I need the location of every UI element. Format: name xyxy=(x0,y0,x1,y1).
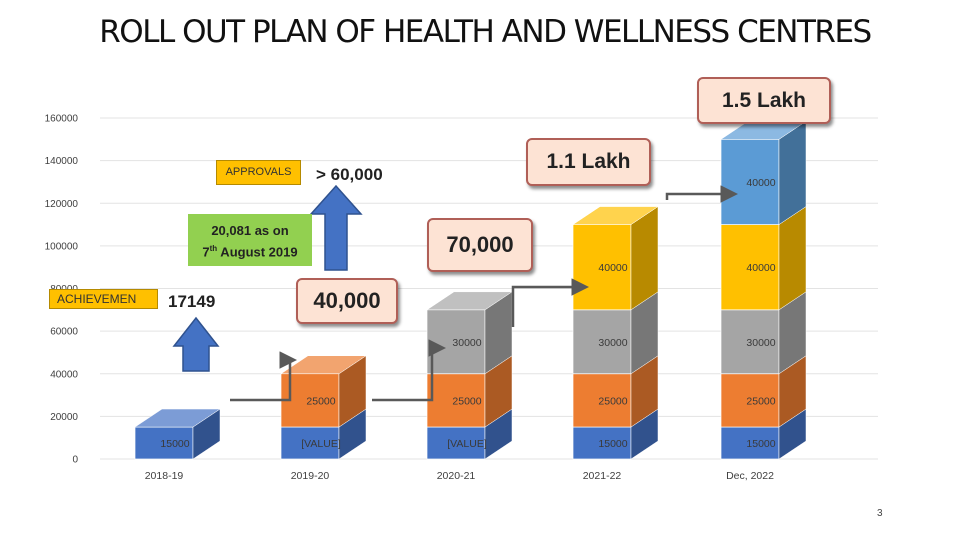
bar-stack-3: 15000 25000 30000 40000 xyxy=(572,206,659,460)
data-label: 25000 xyxy=(598,395,627,407)
slide-title: ROLL OUT PLAN OF HEALTH AND WELLNESS CEN… xyxy=(99,14,872,50)
data-label: 15000 xyxy=(598,438,627,450)
y-tick-label: 120000 xyxy=(45,199,79,210)
y-tick-label: 40000 xyxy=(50,369,78,380)
achievement-tag: ACHIEVEMEN xyxy=(49,289,158,309)
bar-segment xyxy=(720,309,780,375)
approvals-tag: APPROVALS xyxy=(216,160,301,185)
achievement-note-line1: 20,081 as on xyxy=(211,223,289,238)
x-category-label: 2021-22 xyxy=(583,470,622,482)
bar-stack-0: 15000 xyxy=(134,408,221,460)
data-label: 40000 xyxy=(746,262,775,274)
page-number: 3 xyxy=(877,508,883,519)
connector-arrow-2019-20 xyxy=(230,351,297,402)
x-category-label: 2019-20 xyxy=(291,470,330,482)
connector-arrow-2020-21 xyxy=(372,339,446,402)
y-tick-label: 60000 xyxy=(50,327,78,338)
bar-segment xyxy=(280,426,340,460)
bar-top-face xyxy=(572,206,659,225)
x-category-label: 2018-19 xyxy=(145,470,184,482)
approvals-value: > 60,000 xyxy=(316,165,383,184)
bar-top-face xyxy=(280,355,367,374)
bar-segment xyxy=(134,426,194,460)
approvals-up-arrow xyxy=(309,184,363,271)
y-tick-label: 140000 xyxy=(45,156,79,167)
achievement-value: 17149 xyxy=(168,292,216,311)
data-label: 30000 xyxy=(598,337,627,349)
target-callout-1-5-lakh: 1.5 Lakh xyxy=(697,77,831,124)
x-category-label: Dec, 2022 xyxy=(726,470,774,482)
achievement-up-arrow xyxy=(172,316,220,372)
achievement-note-day: 7 xyxy=(202,244,210,260)
bar-segment xyxy=(572,373,632,428)
connector-arrow-2021-22 xyxy=(511,278,589,327)
data-label: 25000 xyxy=(746,395,775,407)
y-tick-label: 20000 xyxy=(50,412,78,423)
data-label: 25000 xyxy=(306,395,335,407)
x-axis-categories: 2018-19 2019-20 2020-21 2021-22 Dec, 2022 xyxy=(145,470,774,482)
y-tick-label: 0 xyxy=(72,455,78,466)
up-arrows xyxy=(172,184,363,372)
achievement-note: 20,081 as on 7th August 2019 xyxy=(188,214,312,266)
bar-top-face xyxy=(134,408,221,428)
target-callout-1-1-lakh: 1.1 Lakh xyxy=(526,138,651,186)
achievement-note-sup: th xyxy=(209,244,218,253)
data-label: 30000 xyxy=(746,337,775,349)
data-label: [VALUE] xyxy=(301,438,341,450)
y-tick-label: 100000 xyxy=(45,241,79,252)
bars: 15000 [VALUE] 25000 [VALUE] 25000 30000 15000 2… xyxy=(134,120,807,460)
data-label: 40000 xyxy=(746,177,775,189)
data-label: 15000 xyxy=(160,438,189,450)
target-callout-70000: 70,000 xyxy=(427,218,533,272)
data-label: 25000 xyxy=(452,395,481,407)
bar-stack-1: [VALUE] 25000 xyxy=(280,355,367,460)
data-label: 30000 xyxy=(452,337,481,349)
data-label: 40000 xyxy=(598,262,627,274)
bar-segment xyxy=(426,426,486,460)
x-category-label: 2020-21 xyxy=(437,470,476,482)
connector-arrow-dec-2022 xyxy=(665,185,738,203)
bar-segment xyxy=(720,373,780,428)
data-label: [VALUE] xyxy=(447,438,487,450)
data-label: 15000 xyxy=(746,438,775,450)
target-callout-40000: 40,000 xyxy=(296,278,398,324)
bar-stack-2: [VALUE] 25000 30000 xyxy=(426,291,513,460)
bar-stack-4: 15000 25000 30000 40000 40000 xyxy=(720,120,807,460)
y-tick-label: 160000 xyxy=(45,114,79,125)
connector-arrows xyxy=(230,185,738,402)
achievement-note-rest: August 2019 xyxy=(217,244,298,260)
